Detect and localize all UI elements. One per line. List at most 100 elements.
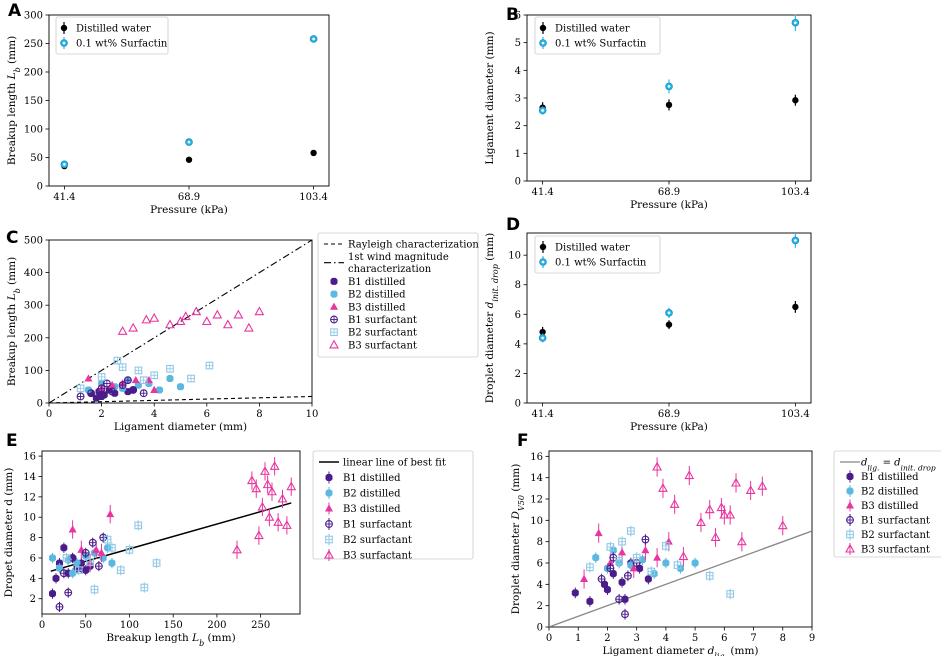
data-point — [606, 543, 615, 551]
data-point — [665, 101, 673, 109]
y-tick-label: 6 — [537, 559, 543, 570]
data-point — [539, 328, 546, 336]
y-tick-label: 100 — [24, 125, 43, 136]
data-point — [571, 589, 579, 597]
y-tick-label: 2 — [30, 594, 36, 605]
label-part: d — [894, 458, 900, 469]
data-point — [705, 571, 714, 580]
legend-label: B2 surfactant — [348, 328, 417, 339]
panel-letter: E — [6, 431, 18, 451]
y-tick-label: 3 — [515, 94, 521, 105]
data-point — [116, 566, 125, 575]
y-tick-label: 400 — [24, 268, 43, 279]
data-point — [269, 460, 280, 470]
legend-label: 0.1 wt% Surfactin — [76, 39, 168, 50]
data-point — [134, 521, 143, 530]
legend-marker — [330, 328, 338, 337]
y-tick-label: 2 — [515, 121, 521, 132]
label-part: d — [708, 645, 715, 656]
data-point — [586, 597, 594, 605]
x-axis-label: Pressure (kPa) — [630, 199, 708, 211]
series-b2-surfactant — [586, 525, 735, 600]
data-point — [264, 511, 275, 521]
data-point — [736, 536, 747, 546]
legend-marker — [325, 504, 333, 512]
data-point — [81, 548, 90, 557]
y-axis-label: Dropet diameter d (mm) — [3, 468, 15, 598]
label-part: (mm) — [727, 645, 758, 656]
series-0-1-wt-surfactin — [538, 14, 800, 115]
label-part: d — [861, 458, 867, 469]
data-point — [48, 590, 56, 598]
label-part: Breakup length — [6, 79, 18, 165]
legend-marker-center — [541, 41, 545, 45]
series-b3-surfactant — [232, 457, 297, 559]
legend-label: B2 distilled — [861, 487, 919, 498]
legend-label: B2 distilled — [343, 489, 401, 500]
panel-letter: F — [517, 431, 529, 451]
legend-label: 0.1 wt% Surfactin — [555, 39, 647, 50]
data-point — [629, 564, 638, 572]
data-point — [64, 588, 73, 597]
data-point — [222, 319, 233, 329]
data-point — [310, 149, 317, 157]
x-tick-label: 4 — [151, 409, 157, 420]
y-tick-label: 12 — [23, 492, 36, 503]
data-point — [205, 361, 214, 370]
y-tick-label: 100 — [24, 366, 43, 377]
label-part: Droplet diameter — [510, 519, 522, 614]
data-point — [86, 558, 94, 566]
data-point — [59, 569, 68, 578]
y-tick-label: 2 — [537, 601, 543, 612]
legend-label: characterization — [348, 264, 432, 275]
x-tick-label: 4 — [663, 633, 669, 644]
y-tick-label: 10 — [23, 513, 36, 524]
data-point-center — [794, 21, 797, 25]
data-point-center — [312, 37, 315, 41]
x-tick-label: 68.9 — [658, 187, 680, 198]
legend-box — [534, 235, 661, 274]
legend-marker-center — [541, 260, 545, 264]
data-point — [55, 564, 63, 572]
data-point — [286, 481, 297, 491]
data-point — [792, 97, 799, 104]
legend-label: B1 distilled — [348, 277, 406, 288]
y-tick-label: 4 — [515, 339, 521, 350]
label-part: lig. — [714, 652, 727, 656]
data-point — [187, 374, 195, 383]
y-tick-label: 10 — [530, 516, 543, 527]
data-point — [647, 567, 656, 576]
data-point — [662, 542, 670, 550]
y-axis-label: Breakup length Lb (mm) — [6, 257, 22, 386]
data-point — [254, 306, 265, 316]
x-tick-label: 50 — [79, 620, 92, 631]
data-point — [745, 485, 756, 495]
legend: Distilled water 0.1 wt% Surfactin — [534, 16, 661, 55]
legend-label: dlig. = dinit. drop — [861, 458, 936, 473]
data-point — [55, 602, 64, 611]
legend-box — [317, 232, 479, 358]
x-axis-label: Breakup length Lb (mm) — [106, 632, 235, 648]
legend-marker — [329, 339, 339, 349]
data-point — [149, 312, 160, 322]
y-tick-label: 50 — [30, 153, 43, 164]
label-part: (mm) — [510, 464, 522, 495]
x-tick-label: 41.4 — [531, 409, 553, 420]
label-part: (mm) — [204, 632, 235, 644]
data-point — [632, 553, 641, 562]
label-part: Breakup length — [6, 300, 18, 386]
legend-marker — [539, 243, 547, 251]
x-tick-label: 250 — [251, 620, 270, 631]
data-point — [76, 392, 85, 401]
series-distilled-water — [539, 301, 799, 338]
legend-label: B1 surfactant — [348, 315, 417, 326]
x-tick-label: 103.4 — [781, 187, 810, 198]
data-point — [731, 477, 741, 487]
data-point — [684, 470, 695, 480]
y-tick-label: 12 — [530, 495, 543, 506]
y-axis-label: Breakup length Lb (mm) — [6, 36, 22, 165]
panel-letter: A — [8, 1, 22, 21]
data-point — [277, 493, 288, 503]
legend-label: linear line of best fit — [343, 458, 446, 469]
label-part: = — [879, 458, 894, 469]
